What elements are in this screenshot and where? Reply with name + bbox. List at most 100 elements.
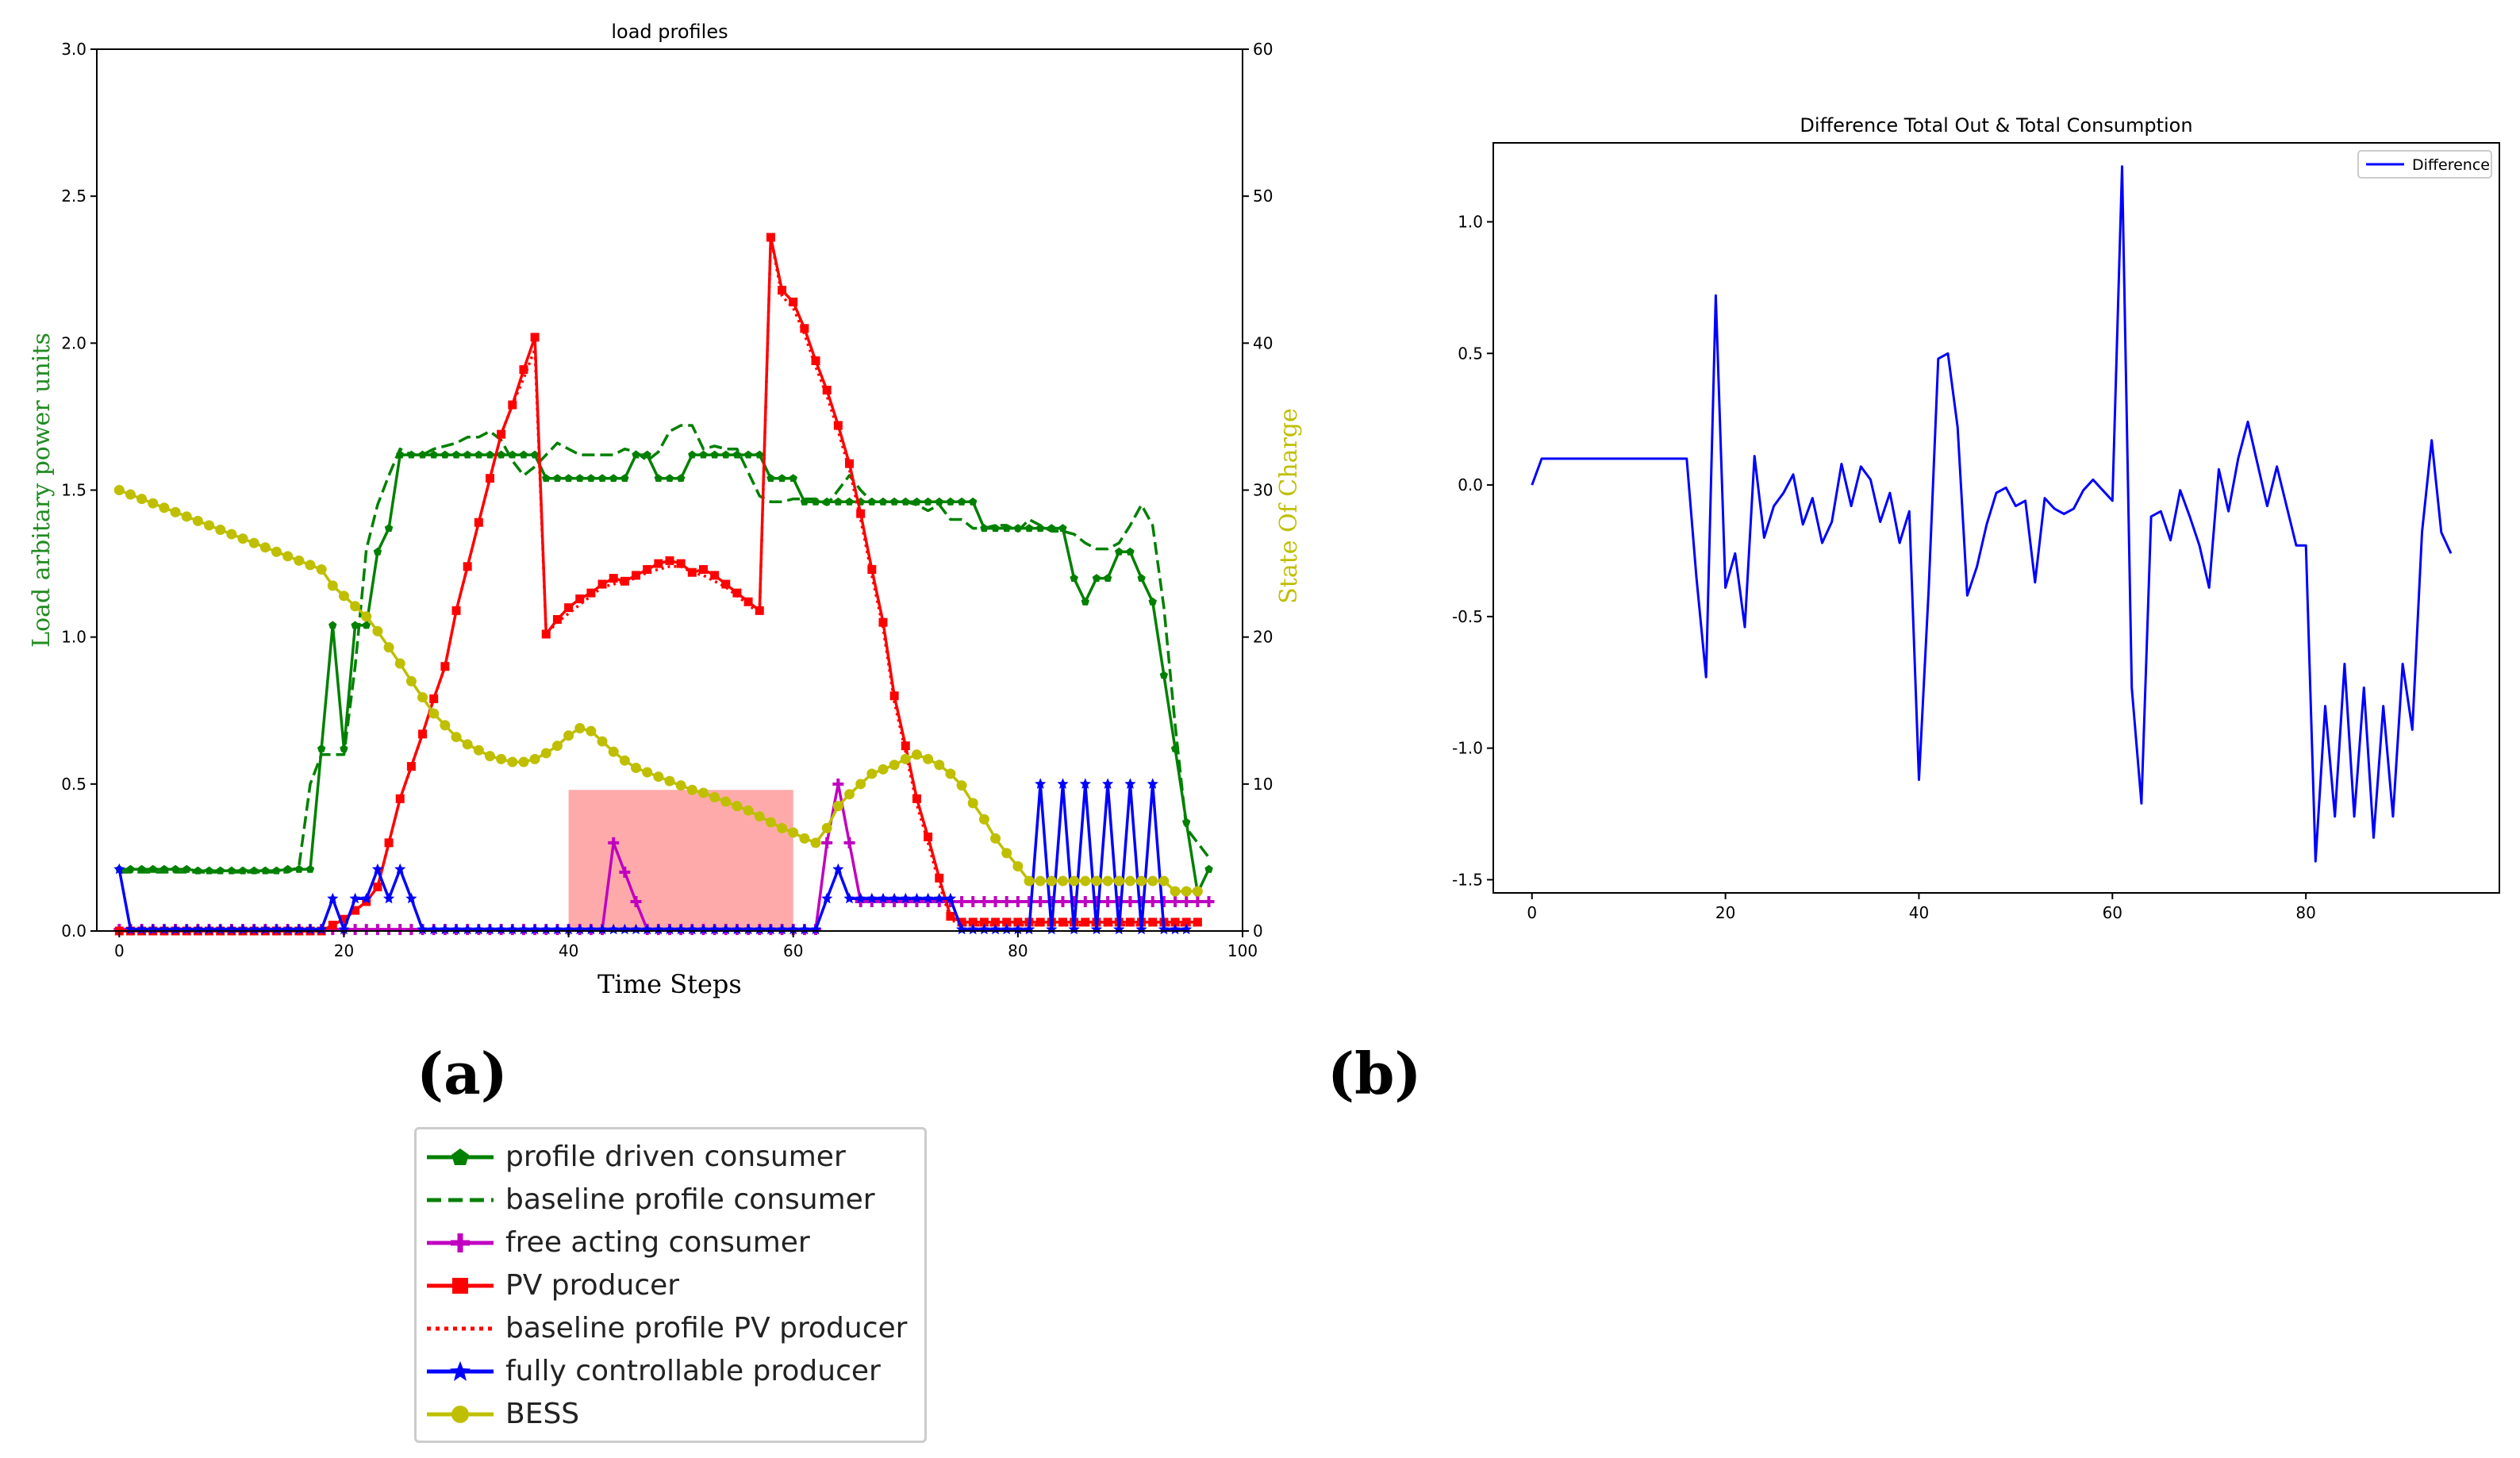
data-point (654, 559, 663, 568)
data-point (924, 497, 932, 506)
data-point (755, 450, 764, 459)
data-point (463, 562, 472, 571)
data-point (653, 771, 664, 783)
data-point (866, 892, 878, 904)
data-point (148, 864, 157, 873)
data-point (833, 421, 843, 430)
data-point (540, 748, 551, 759)
data-point (1081, 918, 1090, 927)
data-point (1001, 848, 1012, 859)
data-point (642, 767, 653, 778)
y-tick-label: 1.5 (61, 481, 86, 500)
data-point (631, 762, 642, 773)
data-point (1204, 864, 1213, 873)
data-point (317, 744, 326, 752)
data-point (675, 780, 686, 791)
data-point (360, 924, 372, 936)
data-point (946, 497, 955, 506)
data-point (204, 520, 215, 531)
data-point (349, 892, 361, 904)
data-point (968, 918, 978, 927)
y-tick-label: -1.5 (1452, 870, 1483, 889)
legend-entry-free-acting-consumer: free acting consumer (417, 1221, 924, 1264)
data-point (766, 474, 775, 483)
data-point (328, 921, 337, 930)
x-tick-label: 0 (1527, 903, 1537, 922)
data-point (1102, 778, 1114, 789)
data-point (518, 756, 529, 767)
series-difference (1531, 165, 2453, 863)
data-point (608, 837, 620, 848)
legend-entry-pv-producer: PV producer (417, 1264, 924, 1307)
data-point (248, 537, 259, 548)
data-point (956, 895, 968, 907)
data-point (586, 474, 596, 483)
y-tick-label: 0.5 (1458, 344, 1483, 363)
data-point (148, 498, 159, 509)
data-point (372, 625, 383, 637)
data-point (832, 863, 844, 875)
data-point (944, 892, 957, 904)
data-point (340, 744, 348, 752)
data-point (1046, 895, 1058, 907)
data-point (181, 511, 192, 522)
data-point (620, 576, 629, 586)
legend-label: free acting consumer (505, 1226, 810, 1259)
data-point (574, 722, 586, 733)
data-point (609, 474, 618, 483)
data-point (373, 547, 382, 556)
x-axis-label: Time Steps (597, 969, 742, 999)
data-point (1192, 886, 1203, 897)
data-point (710, 450, 719, 459)
data-point (1147, 895, 1158, 907)
data-point (754, 811, 765, 822)
data-point (609, 574, 618, 583)
data-point (900, 753, 911, 764)
data-point (1158, 895, 1170, 907)
x-tick-label: 0 (114, 941, 125, 960)
data-point (686, 784, 697, 795)
data-point (855, 892, 866, 904)
y-right-tick-label: 0 (1253, 921, 1263, 941)
data-point (1181, 895, 1193, 907)
data-point (1181, 918, 1191, 927)
y-right-tick-label: 60 (1253, 40, 1273, 59)
legend-label: baseline profile PV producer (505, 1312, 908, 1345)
chart-b-difference: 0 20 40 60 80 -1.5 -1.0 -0.5 0.0 0.5 1.0 Difference… (1452, 114, 2500, 922)
data-point (351, 621, 359, 629)
data-point (462, 739, 473, 750)
data-point (451, 606, 461, 615)
data-point (912, 794, 921, 803)
data-point (699, 450, 708, 459)
highlight-region (568, 790, 793, 931)
data-point (451, 450, 461, 459)
data-point (1035, 895, 1047, 907)
data-point (788, 827, 799, 838)
data-point (1126, 547, 1135, 556)
legend-label: Difference (2412, 156, 2490, 174)
data-point (474, 450, 483, 459)
data-point (889, 760, 900, 771)
data-point (327, 892, 339, 904)
data-point (338, 591, 349, 602)
data-point (113, 863, 125, 875)
legend-swatch-baseline-profile-pv-producer (427, 1326, 494, 1331)
series-line (119, 424, 1210, 874)
y-tick-label: 1.0 (1458, 212, 1483, 231)
chart-a-legend: profile driven consumer baseline profile… (414, 1127, 927, 1443)
data-point (394, 863, 406, 875)
data-point (709, 791, 720, 802)
data-point (989, 895, 1001, 907)
data-point (777, 822, 788, 833)
data-point (1170, 918, 1180, 927)
data-point (967, 798, 978, 809)
legend-entry-baseline-profile-consumer: baseline profile consumer (417, 1179, 924, 1221)
data-point (822, 386, 832, 395)
data-point (1147, 875, 1158, 887)
plot-frame (1492, 142, 2500, 894)
data-point (933, 892, 945, 904)
data-point (957, 497, 966, 506)
x-tick-label: 20 (334, 941, 354, 960)
data-point (1001, 895, 1012, 907)
data-point (405, 892, 417, 904)
